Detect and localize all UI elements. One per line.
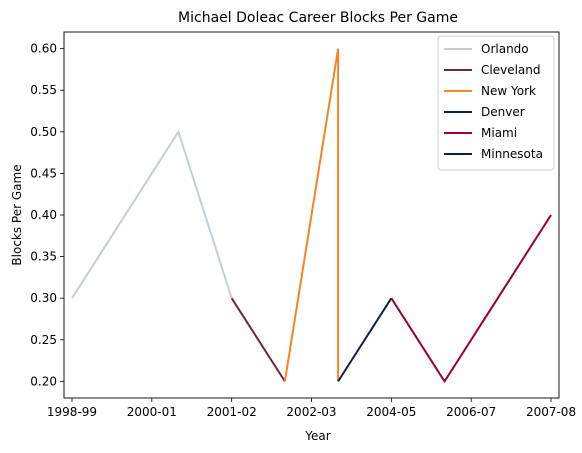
y-tick-label: 0.30 bbox=[30, 291, 57, 305]
y-tick-label: 0.35 bbox=[30, 250, 57, 264]
y-tick-label: 0.25 bbox=[30, 333, 57, 347]
x-tick-label: 2006-07 bbox=[446, 405, 496, 419]
legend-label: Orlando bbox=[481, 42, 529, 56]
x-tick-label: 2004-05 bbox=[366, 405, 416, 419]
y-tick-label: 0.50 bbox=[30, 125, 57, 139]
series-line-new-york bbox=[285, 49, 338, 382]
x-tick-label: 1998-99 bbox=[47, 405, 97, 419]
legend-label: Denver bbox=[481, 105, 525, 119]
legend: Orlando Cleveland New York Denver Miami Minne… bbox=[438, 36, 554, 170]
y-tick-label: 0.45 bbox=[30, 166, 57, 180]
y-tick-label: 0.55 bbox=[30, 83, 57, 97]
x-tick-label: 2000-01 bbox=[127, 405, 177, 419]
legend-label: Minnesota bbox=[481, 147, 543, 161]
chart-title: Michael Doleac Career Blocks Per Game bbox=[178, 10, 458, 26]
x-axis-label: Year bbox=[304, 429, 330, 443]
y-axis: 0.20 0.25 0.30 0.35 0.40 0.45 0.50 0.55 0.60 bbox=[30, 42, 64, 389]
x-tick-label: 2002-03 bbox=[286, 405, 336, 419]
legend-label: Miami bbox=[481, 126, 517, 140]
y-axis-label: Blocks Per Game bbox=[10, 164, 24, 265]
series-line-cleveland bbox=[232, 298, 285, 381]
legend-label: New York bbox=[481, 84, 536, 98]
series-line-orlando bbox=[72, 132, 232, 298]
legend-label: Cleveland bbox=[481, 63, 541, 77]
x-tick-label: 2007-08 bbox=[526, 405, 576, 419]
series-line-denver bbox=[338, 298, 391, 381]
series-line-miami bbox=[391, 215, 551, 381]
x-axis: 1998-99 2000-01 2001-02 2002-03 2004-05 2006-… bbox=[47, 398, 576, 419]
x-tick-label: 2001-02 bbox=[207, 405, 257, 419]
y-tick-label: 0.60 bbox=[30, 42, 57, 56]
y-tick-label: 0.20 bbox=[30, 374, 57, 388]
y-tick-label: 0.40 bbox=[30, 208, 57, 222]
